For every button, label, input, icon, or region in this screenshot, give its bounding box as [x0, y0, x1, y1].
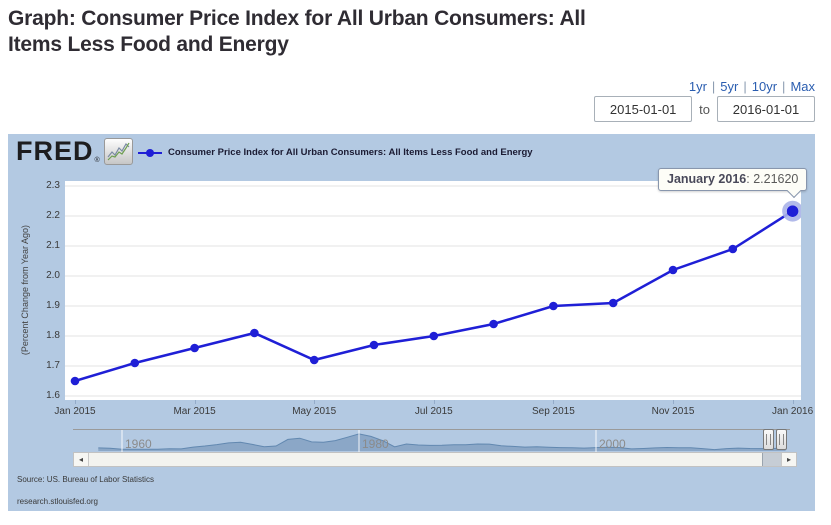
- data-point[interactable]: [429, 331, 439, 341]
- plot-area[interactable]: [65, 181, 804, 400]
- x-tick-label: May 2015: [292, 406, 337, 417]
- date-range-to-label: to: [699, 101, 710, 117]
- x-tickmark: [314, 400, 316, 404]
- data-point[interactable]: [549, 301, 558, 311]
- x-tick-label: Jul 2015: [414, 406, 453, 417]
- y-tick-label: 2.1: [46, 240, 60, 251]
- x-tick-label: Jan 2016: [772, 406, 814, 417]
- data-tooltip: January 2016: 2.21620: [658, 168, 808, 198]
- x-tick-label: Mar 2015: [173, 406, 216, 417]
- chart-legend: Consumer Price Index for All Urban Consu…: [138, 147, 533, 158]
- range-link-10yr[interactable]: 10yr: [751, 79, 778, 94]
- fred-logo-text: FRED: [16, 136, 94, 166]
- mini-year-label: 1980: [362, 437, 389, 451]
- mini-year-label: 2000: [599, 437, 626, 451]
- x-tickmark: [75, 400, 76, 404]
- data-point[interactable]: [608, 298, 618, 308]
- fred-registered-mark: ®: [94, 157, 100, 164]
- fred-logo[interactable]: FRED ®: [16, 138, 133, 165]
- range-link-separator: |: [782, 79, 786, 94]
- page-title-line-1: Graph: Consumer Price Index for All Urba…: [8, 7, 586, 30]
- data-point[interactable]: [369, 340, 379, 350]
- range-link-max[interactable]: Max: [790, 79, 815, 94]
- range-links: 1yr | 5yr | 10yr | Max: [689, 79, 815, 94]
- data-point[interactable]: [668, 265, 678, 275]
- range-link-5yr[interactable]: 5yr: [720, 79, 739, 94]
- data-point[interactable]: [130, 358, 140, 368]
- range-scrollbar[interactable]: ◂ ▸: [73, 452, 797, 467]
- date-range-controls: to: [594, 96, 815, 122]
- data-point[interactable]: [70, 376, 80, 386]
- history-sparkline[interactable]: [73, 430, 790, 452]
- y-tick-label: 2.0: [46, 270, 60, 281]
- x-tick-label: Jan 2015: [54, 406, 96, 417]
- scroll-left-button[interactable]: ◂: [74, 453, 89, 466]
- mini-year-label: 1960: [125, 437, 152, 451]
- x-tickmark: [792, 400, 794, 404]
- x-tick-label: Sep 2015: [531, 406, 575, 417]
- x-tickmark: [553, 400, 555, 404]
- data-point[interactable]: [786, 205, 799, 217]
- history-line: [98, 433, 786, 451]
- page-title-line-2: Items Less Food and Energy: [8, 33, 289, 56]
- y-tick-label: 1.7: [46, 360, 60, 371]
- y-tick-label: 1.9: [46, 300, 60, 311]
- y-tick-label: 1.6: [46, 390, 60, 401]
- fred-chart-icon: [103, 138, 133, 165]
- range-handle-right[interactable]: [776, 429, 787, 450]
- series-line: [74, 210, 794, 383]
- data-point[interactable]: [190, 343, 199, 353]
- range-link-separator: |: [711, 79, 716, 94]
- data-point[interactable]: [309, 355, 319, 365]
- tooltip-value: 2.21620: [753, 172, 799, 186]
- end-date-input[interactable]: [717, 96, 815, 122]
- scroll-right-button[interactable]: ▸: [781, 453, 796, 466]
- tooltip-separator: :: [746, 172, 754, 186]
- site-text: research.stlouisfed.org: [17, 497, 98, 506]
- page-title: Graph: Consumer Price Index for All Urba…: [8, 6, 586, 58]
- x-tickmark: [433, 400, 435, 404]
- history-area: [98, 433, 786, 451]
- y-tick-label: 1.8: [46, 330, 60, 341]
- range-link-separator: |: [743, 79, 747, 94]
- legend-line-marker-icon: [138, 148, 162, 157]
- start-date-input[interactable]: [594, 96, 693, 122]
- highlight-halo-icon: [782, 200, 804, 222]
- y-tick-label: 2.2: [46, 210, 60, 221]
- tooltip-date: January 2016: [667, 172, 747, 186]
- chart-panel: FRED ® Consumer Price Index for All Urba…: [8, 134, 815, 511]
- main-chart[interactable]: [65, 181, 804, 400]
- x-tickmark: [673, 400, 674, 404]
- x-tickmark: [194, 400, 196, 404]
- data-point[interactable]: [728, 244, 738, 254]
- y-tick-label: 2.3: [46, 180, 60, 191]
- data-point[interactable]: [489, 319, 498, 329]
- source-text: Source: US. Bureau of Labor Statistics: [17, 475, 154, 484]
- range-selector-minichart[interactable]: 1960 1980 2000: [73, 429, 790, 452]
- x-tick-label: Nov 2015: [651, 406, 695, 417]
- range-link-1yr[interactable]: 1yr: [688, 79, 707, 94]
- data-point[interactable]: [250, 328, 259, 338]
- range-handle-left[interactable]: [763, 429, 774, 450]
- legend-label: Consumer Price Index for All Urban Consu…: [168, 147, 533, 158]
